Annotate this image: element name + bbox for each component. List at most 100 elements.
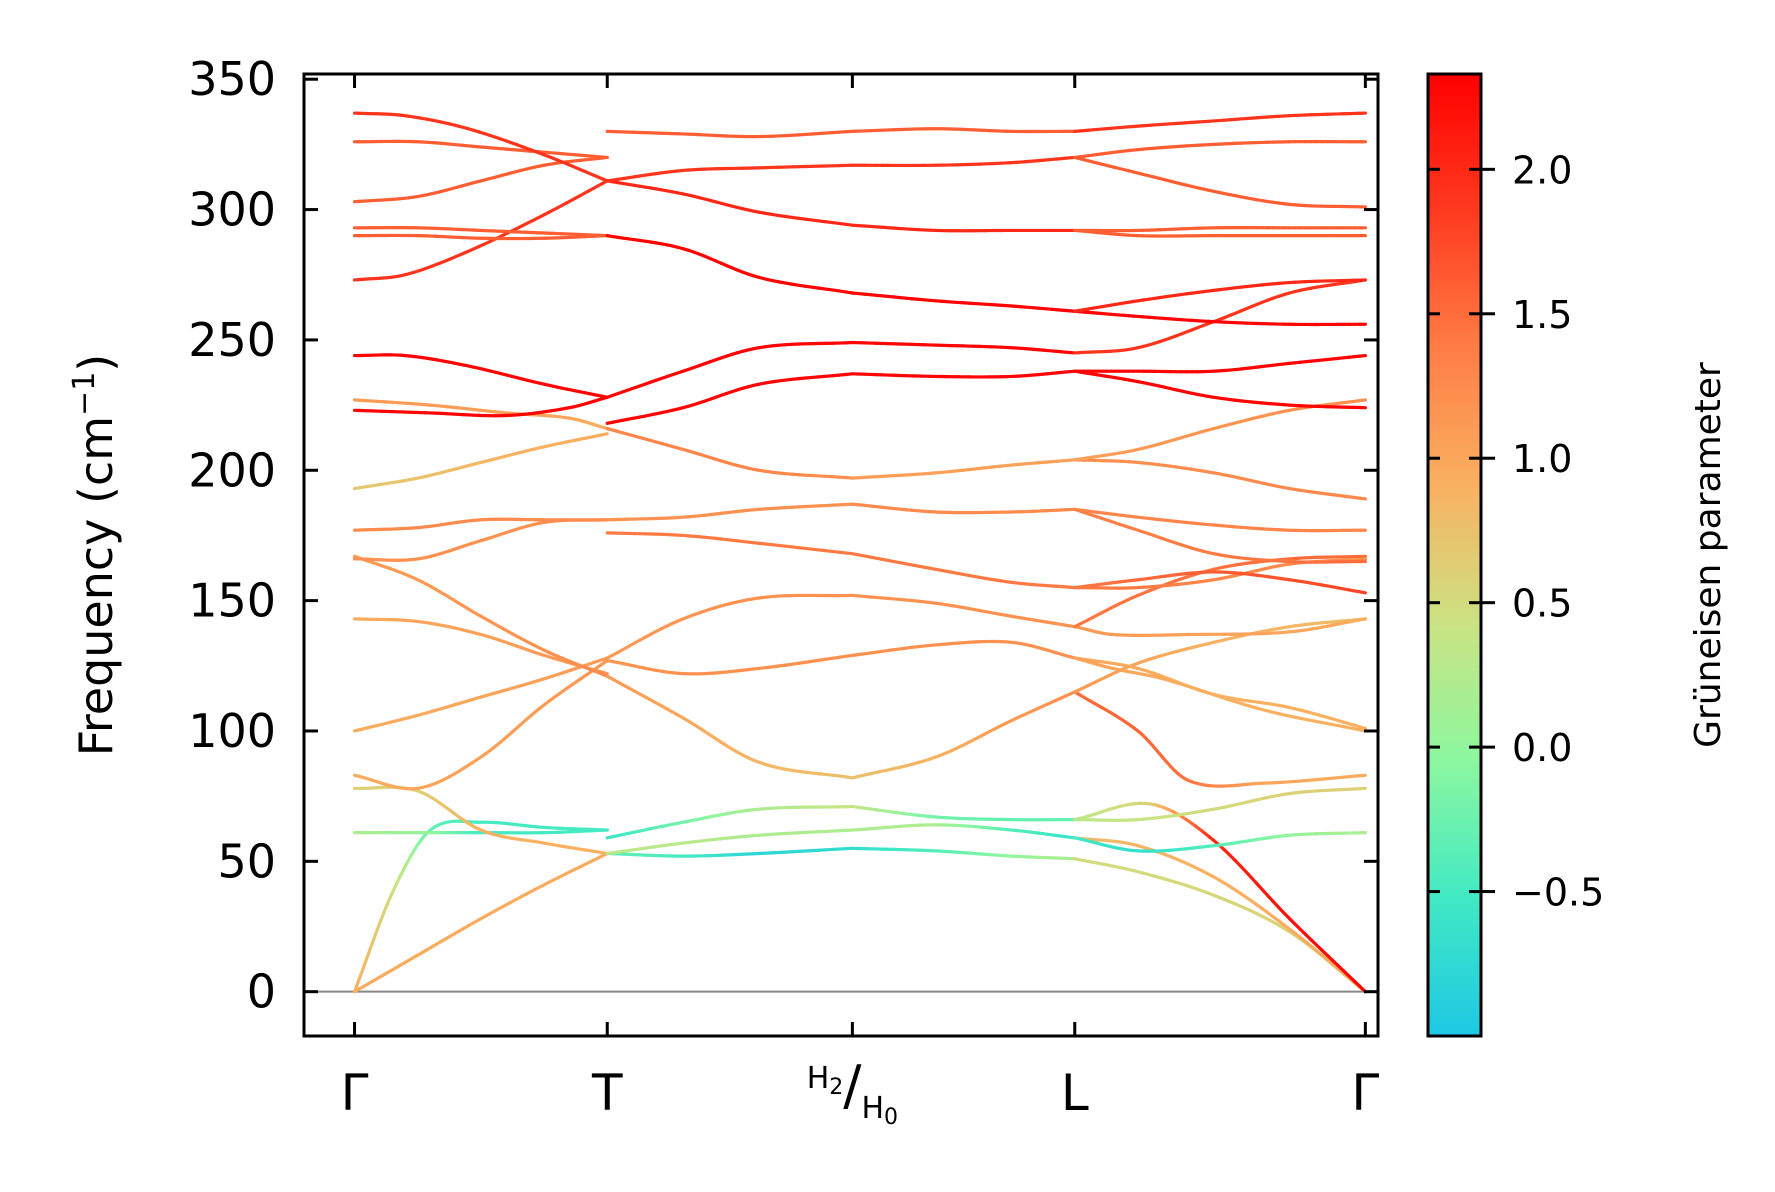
band-segment bbox=[1358, 725, 1367, 730]
band-b13-HL bbox=[850, 223, 1077, 233]
band-b11-LG bbox=[1073, 554, 1367, 629]
band-b6-GT bbox=[352, 656, 609, 733]
band-b20-LG bbox=[1073, 278, 1367, 355]
band-segment bbox=[601, 432, 609, 437]
band-b5-TH bbox=[605, 653, 854, 676]
band-b16-LG bbox=[1073, 458, 1367, 501]
band-b6-HL bbox=[850, 593, 1077, 629]
colorbar-tick-label: 0.0 bbox=[1512, 726, 1572, 770]
band-b8-TH bbox=[605, 502, 854, 522]
x-axis-ticks: Γ T H2/H0 L Γ bbox=[341, 74, 1379, 1130]
band-b3-HL bbox=[850, 804, 1077, 822]
colorbar-tick-label: 1.0 bbox=[1512, 437, 1572, 481]
band-b12-TH bbox=[605, 234, 854, 295]
band-b12-HL bbox=[850, 291, 1077, 313]
x-tick-label: Γ bbox=[341, 1064, 369, 1122]
band-b7-HL bbox=[850, 552, 1077, 590]
y-tick-label: 250 bbox=[188, 313, 276, 367]
band-b1-HL bbox=[850, 846, 1077, 861]
band-b9-HL bbox=[850, 458, 1077, 480]
band-b7-TH bbox=[605, 531, 854, 556]
band-b8-GT bbox=[352, 554, 609, 678]
band-b1-LG bbox=[1073, 857, 1367, 994]
band-b3-TH bbox=[605, 804, 854, 840]
band-b3-GT bbox=[352, 828, 609, 835]
band-segment bbox=[1358, 398, 1367, 403]
band-b1-GT bbox=[352, 851, 609, 994]
y-tick-label: 100 bbox=[188, 704, 276, 758]
x-tick-label: L bbox=[1061, 1064, 1089, 1122]
band-b2-TH bbox=[605, 828, 854, 856]
band-b22-LG bbox=[1073, 278, 1367, 313]
band-b2-GT bbox=[352, 819, 609, 994]
band-b17-LG bbox=[1073, 398, 1367, 462]
band-b19-LG bbox=[1073, 353, 1367, 374]
band-b17-GT bbox=[352, 226, 609, 238]
band-segment bbox=[1358, 496, 1367, 501]
band-b14-HL bbox=[850, 155, 1077, 168]
y-tick-label: 0 bbox=[247, 965, 276, 1019]
band-b5-LG bbox=[1073, 786, 1367, 822]
band-segment bbox=[1358, 353, 1367, 358]
colorbar bbox=[1426, 72, 1483, 1038]
band-b10-TH bbox=[605, 372, 854, 425]
x-tick-label: H2/H0 bbox=[807, 1054, 898, 1130]
colorbar-tick-label: −0.5 bbox=[1512, 871, 1604, 915]
band-b9-GT bbox=[352, 518, 609, 562]
band-b15-GT bbox=[352, 179, 609, 282]
band-b2-HL bbox=[850, 823, 1077, 840]
band-b11-TH bbox=[605, 340, 854, 399]
band-b7-LG bbox=[1073, 617, 1367, 694]
band-b20-GT bbox=[352, 111, 609, 183]
colorbar-tick-label: 0.5 bbox=[1512, 582, 1572, 626]
band-b15-TH bbox=[605, 129, 854, 139]
band-b4-TH bbox=[605, 674, 854, 780]
band-segment bbox=[1358, 617, 1367, 622]
band-b13-TH bbox=[605, 179, 854, 227]
x-tick-label: Γ bbox=[1351, 1064, 1379, 1122]
band-b6-LG bbox=[1073, 690, 1367, 788]
band-b15-HL bbox=[850, 127, 1077, 134]
band-b8-HL bbox=[850, 502, 1077, 515]
band-segment bbox=[601, 670, 609, 676]
band-b14-LG bbox=[1073, 507, 1367, 564]
y-axis-ticks: 0 50 100 150 200 250 300 350 bbox=[188, 52, 1378, 1019]
band-b10-HL bbox=[850, 369, 1077, 379]
plot-area-frame bbox=[302, 72, 1380, 1038]
band-b23-LG bbox=[1073, 228, 1367, 238]
phonon-bands bbox=[352, 111, 1367, 994]
band-b15-LG bbox=[1073, 507, 1367, 533]
band-b19-GT bbox=[352, 139, 609, 160]
band-b10-GT bbox=[352, 517, 609, 532]
band-b11-HL bbox=[850, 340, 1077, 355]
band-b9-LG bbox=[1073, 656, 1367, 733]
band-b9-TH bbox=[605, 426, 854, 480]
band-b24-LG bbox=[1073, 226, 1367, 233]
y-tick-label: 150 bbox=[188, 574, 276, 628]
band-b4-LG bbox=[1073, 831, 1367, 853]
colorbar-tick-label: 2.0 bbox=[1512, 148, 1572, 192]
band-b21-LG bbox=[1073, 309, 1367, 327]
band-b14-TH bbox=[605, 163, 854, 183]
y-tick-label: 50 bbox=[217, 834, 276, 888]
colorbar-tick-label: 1.5 bbox=[1512, 293, 1572, 337]
band-b14-GT bbox=[352, 353, 609, 399]
band-b5-GT bbox=[352, 658, 609, 791]
band-b2-LG bbox=[1073, 836, 1367, 994]
band-b13-GT bbox=[352, 395, 609, 418]
band-segment bbox=[1358, 590, 1367, 595]
band-b25-LG bbox=[1073, 155, 1367, 209]
colorbar-ticks: −0.5 0.0 0.5 1.0 1.5 2.0 bbox=[1428, 148, 1604, 915]
band-b27-LG bbox=[1073, 111, 1367, 133]
band-segment bbox=[1356, 773, 1367, 778]
x-tick-label: T bbox=[591, 1064, 623, 1122]
band-b7-GT bbox=[352, 617, 609, 676]
band-b5-HL bbox=[850, 639, 1077, 660]
band-b6-TH bbox=[605, 593, 854, 660]
colorbar-label: Grüneisen parameter bbox=[1688, 362, 1729, 748]
y-tick-label: 300 bbox=[188, 183, 276, 237]
band-b11-GT bbox=[352, 432, 609, 491]
band-b4-HL bbox=[850, 690, 1077, 780]
band-b16-GT bbox=[352, 233, 609, 241]
